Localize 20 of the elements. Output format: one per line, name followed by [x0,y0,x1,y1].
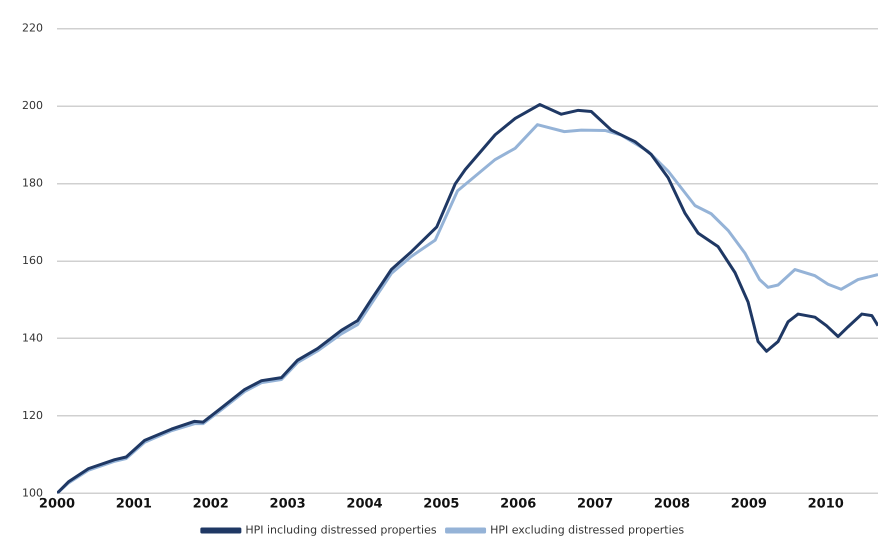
y-tick-label: 160 [22,254,43,267]
x-tick-label: 2003 [270,496,306,512]
y-tick-label: 200 [22,98,43,112]
x-tick-label: 2002 [192,496,229,512]
x-tick-label: 2001 [116,496,152,512]
legend-label: HPI including distressed properties [245,523,437,536]
x-tick-label: 2000 [38,496,76,512]
legend-label: HPI excluding distressed properties [490,523,684,536]
y-tick-label: 100 [22,486,43,500]
y-tick-label: 120 [22,408,43,422]
x-tick-label: 2006 [500,496,536,512]
x-tick-label: 2010 [808,496,844,512]
x-tick-label: 2009 [730,496,767,512]
x-tick-label: 2007 [577,496,614,512]
y-tick-label: 180 [22,176,43,190]
y-tick-label: 140 [22,331,43,344]
x-tick-label: 2005 [423,496,460,512]
x-tick-label: 2004 [346,496,383,512]
x-tick-label: 2008 [654,496,690,512]
y-tick-label: 220 [22,21,43,34]
